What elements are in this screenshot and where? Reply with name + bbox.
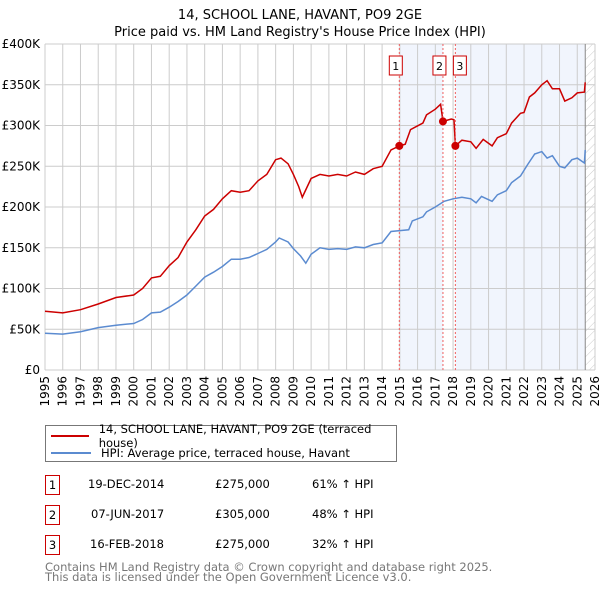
- sale-number-badge: 3: [45, 535, 60, 555]
- sale-label-box: [432, 55, 447, 76]
- sale-label: 3: [456, 60, 463, 73]
- chart-title: 14, SCHOOL LANE, HAVANT, PO9 2GE: [178, 8, 422, 23]
- x-tick-label: 1995: [38, 376, 52, 407]
- y-tick-label: £100K: [2, 282, 42, 296]
- x-tick-label: 2021: [499, 376, 513, 407]
- x-tick-label: 2010: [304, 376, 318, 407]
- footer-licence: This data is licensed under the Open Gov…: [45, 570, 412, 584]
- x-tick-label: 2024: [553, 376, 567, 407]
- sale-number-badge: 1: [45, 475, 60, 495]
- sale-point: [438, 117, 447, 126]
- legend-label: HPI: Average price, terraced house, Hava…: [101, 446, 350, 460]
- x-tick-label: 2009: [286, 376, 300, 407]
- sale-price: £305,000: [215, 507, 270, 521]
- y-tick-label: £0: [25, 363, 40, 377]
- x-tick-label: 2006: [233, 376, 247, 407]
- sale-label: 1: [392, 60, 399, 73]
- sale-date: 19-DEC-2014: [88, 477, 165, 491]
- x-tick-label: 2004: [198, 376, 212, 407]
- y-tick-label: £300K: [2, 119, 42, 133]
- property-series-line: [44, 79, 586, 314]
- x-tick-label: 2001: [144, 376, 158, 407]
- x-tick-label: 2005: [215, 376, 229, 407]
- x-tick-label: 2015: [393, 376, 407, 407]
- x-tick-label: 1996: [56, 376, 70, 407]
- legend-item-hpi: HPI: Average price, terraced house, Hava…: [46, 445, 350, 461]
- chart-legend: 14, SCHOOL LANE, HAVANT, PO9 2GE (terrac…: [45, 422, 397, 462]
- sale-point: [395, 141, 404, 150]
- x-tick-label: 2016: [411, 376, 425, 407]
- sale-hpi-diff: 48% ↑ HPI: [312, 507, 374, 521]
- x-tick-label: 2025: [570, 376, 584, 407]
- sale-number-badge: 2: [45, 505, 60, 525]
- x-tick-label: 2014: [375, 376, 389, 407]
- sale-price: £275,000: [215, 537, 270, 551]
- sale-date: 16-FEB-2018: [90, 537, 164, 551]
- sale-label-box: [452, 55, 467, 76]
- y-tick-label: £200K: [2, 200, 42, 214]
- table-row: 2 07-JUN-2017 £305,000 48% ↑ HPI: [45, 505, 465, 525]
- x-tick-label: 2007: [251, 376, 265, 407]
- chart-subtitle: Price paid vs. HM Land Registry's House …: [114, 25, 486, 40]
- y-tick-label: £150K: [2, 241, 42, 255]
- sale-label-box: [388, 55, 403, 76]
- sale-label: 2: [436, 60, 443, 73]
- x-tick-label: 2019: [464, 376, 478, 407]
- table-row: 1 19-DEC-2014 £275,000 61% ↑ HPI: [45, 475, 465, 495]
- y-tick-label: £250K: [2, 159, 42, 173]
- sale-point: [451, 141, 460, 150]
- x-tick-label: 2013: [357, 376, 371, 407]
- sale-price: £275,000: [215, 477, 270, 491]
- x-tick-label: 2022: [517, 376, 531, 407]
- price-chart: 14, SCHOOL LANE, HAVANT, PO9 2GE Price p…: [2, 8, 600, 407]
- sale-date: 07-JUN-2017: [91, 507, 165, 521]
- legend-item-property: 14, SCHOOL LANE, HAVANT, PO9 2GE (terrac…: [46, 422, 396, 450]
- x-tick-label: 1998: [91, 376, 105, 407]
- x-tick-label: 2008: [269, 376, 283, 407]
- x-tick-label: 2003: [180, 376, 194, 407]
- x-tick-label: 1997: [73, 376, 87, 407]
- hpi-series-line: [44, 149, 586, 335]
- x-tick-label: 2000: [127, 376, 141, 407]
- x-tick-label: 2017: [428, 376, 442, 407]
- table-row: 3 16-FEB-2018 £275,000 32% ↑ HPI: [45, 535, 465, 555]
- legend-swatch-red: [51, 435, 89, 437]
- x-tick-label: 2020: [482, 376, 496, 407]
- sale-hpi-diff: 61% ↑ HPI: [312, 477, 374, 491]
- sale-hpi-diff: 32% ↑ HPI: [312, 537, 374, 551]
- x-tick-label: 2011: [322, 376, 336, 407]
- footer-copyright: Contains HM Land Registry data © Crown c…: [45, 560, 493, 574]
- x-tick-label: 2018: [446, 376, 460, 407]
- y-tick-label: £400K: [2, 37, 42, 51]
- legend-label: 14, SCHOOL LANE, HAVANT, PO9 2GE (terrac…: [98, 422, 372, 450]
- x-tick-label: 2023: [535, 376, 549, 407]
- x-tick-label: 2002: [162, 376, 176, 407]
- y-tick-label: £350K: [2, 78, 42, 92]
- y-tick-label: £50K: [9, 322, 41, 336]
- x-tick-label: 1999: [109, 376, 123, 407]
- legend-swatch-blue: [51, 452, 91, 454]
- x-tick-label: 2026: [588, 376, 600, 407]
- x-tick-label: 2012: [340, 376, 354, 407]
